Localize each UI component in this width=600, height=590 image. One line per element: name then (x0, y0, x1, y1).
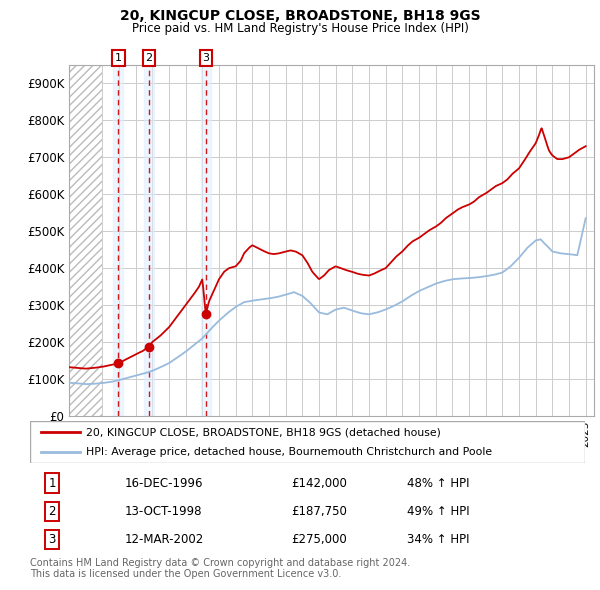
Text: 1: 1 (115, 53, 122, 63)
Text: 2: 2 (145, 53, 152, 63)
Text: Contains HM Land Registry data © Crown copyright and database right 2024.
This d: Contains HM Land Registry data © Crown c… (30, 558, 410, 579)
Text: 20, KINGCUP CLOSE, BROADSTONE, BH18 9GS: 20, KINGCUP CLOSE, BROADSTONE, BH18 9GS (119, 9, 481, 23)
Bar (201, 65, 211, 416)
Text: 48% ↑ HPI: 48% ↑ HPI (407, 477, 470, 490)
Text: 3: 3 (202, 53, 209, 63)
Bar (113, 65, 124, 416)
Text: 1: 1 (49, 477, 56, 490)
Bar (144, 65, 154, 416)
Text: £142,000: £142,000 (291, 477, 347, 490)
Text: 16-DEC-1996: 16-DEC-1996 (124, 477, 203, 490)
Text: Price paid vs. HM Land Registry's House Price Index (HPI): Price paid vs. HM Land Registry's House … (131, 22, 469, 35)
Text: 34% ↑ HPI: 34% ↑ HPI (407, 533, 470, 546)
Text: £187,750: £187,750 (291, 505, 347, 518)
Text: 3: 3 (49, 533, 56, 546)
Text: HPI: Average price, detached house, Bournemouth Christchurch and Poole: HPI: Average price, detached house, Bour… (86, 447, 491, 457)
Text: £275,000: £275,000 (291, 533, 347, 546)
Text: 20, KINGCUP CLOSE, BROADSTONE, BH18 9GS (detached house): 20, KINGCUP CLOSE, BROADSTONE, BH18 9GS … (86, 427, 440, 437)
Text: 2: 2 (49, 505, 56, 518)
Text: 12-MAR-2002: 12-MAR-2002 (124, 533, 203, 546)
Text: 13-OCT-1998: 13-OCT-1998 (124, 505, 202, 518)
Text: 49% ↑ HPI: 49% ↑ HPI (407, 505, 470, 518)
